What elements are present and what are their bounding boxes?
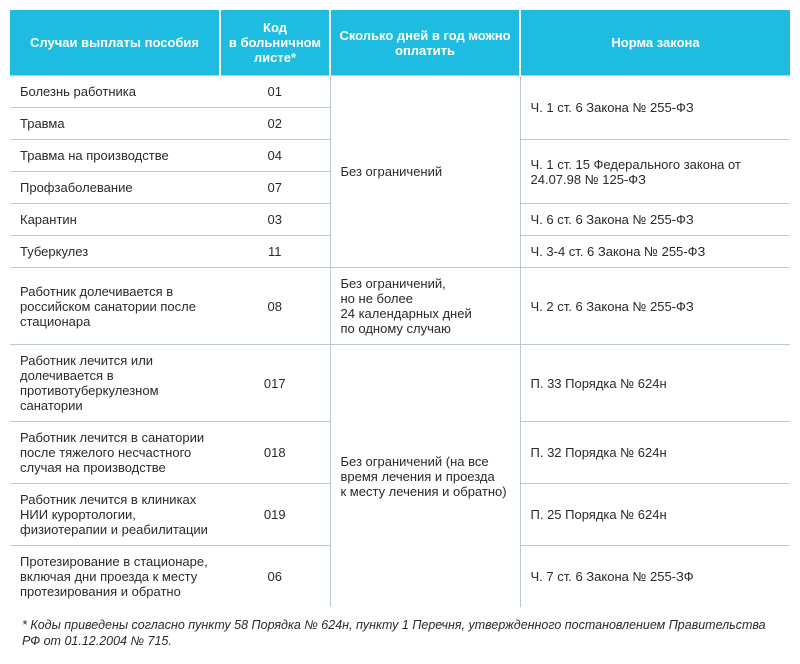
cell-code: 04 [220, 140, 330, 172]
cell-law: П. 25 Порядка № 624н [520, 484, 790, 546]
header-row: Случаи выплаты пособия Код в больничном … [10, 10, 790, 76]
header-law: Норма закона [520, 10, 790, 76]
cell-case: Карантин [10, 204, 220, 236]
cell-code: 08 [220, 268, 330, 345]
cell-law: П. 32 Порядка № 624н [520, 422, 790, 484]
cell-code: 01 [220, 76, 330, 108]
cell-case: Протезирование в стационаре, включая дни… [10, 546, 220, 608]
cell-case: Работник долечивается в российском санат… [10, 268, 220, 345]
cell-case: Болезнь работника [10, 76, 220, 108]
cell-law: Ч. 2 ст. 6 Закона № 255-ФЗ [520, 268, 790, 345]
cell-law: Ч. 1 ст. 15 Федерального закона от 24.07… [520, 140, 790, 204]
cell-law: Ч. 7 ст. 6 Закона № 255-ЗФ [520, 546, 790, 608]
cell-code: 019 [220, 484, 330, 546]
cell-case: Работник лечится в клиниках НИИ курортол… [10, 484, 220, 546]
cell-law: Ч. 1 ст. 6 Закона № 255-ФЗ [520, 76, 790, 140]
cell-case: Травма на производстве [10, 140, 220, 172]
cell-days: Без ограничений [330, 76, 520, 268]
cell-code: 018 [220, 422, 330, 484]
cell-code: 11 [220, 236, 330, 268]
cell-law: Ч. 3-4 ст. 6 Закона № 255-ФЗ [520, 236, 790, 268]
table-row: Работник лечится или долечивается в прот… [10, 345, 790, 422]
table-row: Болезнь работника 01 Без ограничений Ч. … [10, 76, 790, 108]
cell-case: Туберкулез [10, 236, 220, 268]
cell-code: 017 [220, 345, 330, 422]
header-days: Сколько дней в год можно оплатить [330, 10, 520, 76]
cell-days: Без ограничений (на все время лечения и … [330, 345, 520, 608]
benefits-table: Случаи выплаты пособия Код в больничном … [10, 10, 790, 607]
cell-code: 07 [220, 172, 330, 204]
cell-case: Профзаболевание [10, 172, 220, 204]
cell-case: Работник лечится или долечивается в прот… [10, 345, 220, 422]
cell-case: Работник лечится в санатории после тяжел… [10, 422, 220, 484]
cell-code: 06 [220, 546, 330, 608]
cell-law: П. 33 Порядка № 624н [520, 345, 790, 422]
header-code: Код в больничном листе* [220, 10, 330, 76]
cell-code: 02 [220, 108, 330, 140]
header-case: Случаи выплаты пособия [10, 10, 220, 76]
table-row: Работник долечивается в российском санат… [10, 268, 790, 345]
cell-law: Ч. 6 ст. 6 Закона № 255-ФЗ [520, 204, 790, 236]
cell-case: Травма [10, 108, 220, 140]
cell-code: 03 [220, 204, 330, 236]
cell-days: Без ограничений, но не более 24 календар… [330, 268, 520, 345]
footnote: * Коды приведены согласно пункту 58 Поря… [10, 607, 790, 650]
